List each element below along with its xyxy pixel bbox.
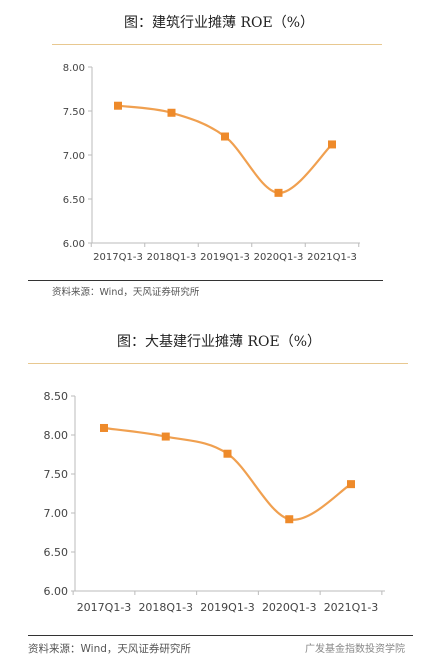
x-tick-label: 2019Q1-3 [200, 601, 255, 614]
x-tick-label: 2018Q1-3 [138, 601, 193, 614]
y-tick-label: 7.50 [63, 107, 85, 118]
data-point-3 [285, 515, 294, 524]
chart1-plot: 8.00 7.50 7.00 6.50 6.00 2017Q1-3 2018Q1-3 2019… [63, 63, 360, 263]
data-point-3 [274, 188, 283, 197]
data-point-1 [161, 432, 170, 441]
chart2-title-rule [28, 363, 408, 364]
x-tick-label: 2018Q1-3 [147, 252, 197, 263]
y-tick-label: 6.50 [63, 195, 85, 206]
chart1-title: 图：建筑行业摊薄 ROE（%） [124, 15, 314, 31]
y-tick-label: 6.50 [44, 546, 69, 559]
data-point-2 [223, 449, 232, 458]
series-line [117, 104, 333, 194]
data-point-1 [167, 108, 176, 117]
chart1-source-rule [28, 280, 383, 281]
y-tick-label: 6.00 [63, 239, 85, 250]
chart1-title-rule [52, 44, 382, 45]
x-tick-label: 2021Q1-3 [324, 601, 379, 614]
data-point-4 [328, 140, 336, 149]
x-tick-label: 2021Q1-3 [307, 252, 357, 263]
chart1-source: 资料来源：Wind，天风证券研究所 [52, 287, 200, 298]
data-point-4 [347, 480, 355, 489]
x-tick-label: 2017Q1-3 [77, 601, 132, 614]
x-tick-label: 2019Q1-3 [200, 252, 250, 263]
y-tick-label: 7.00 [63, 151, 85, 162]
y-tick-label: 8.00 [44, 429, 69, 442]
x-tick-label: 2017Q1-3 [93, 252, 143, 263]
chart2-plot: 8.50 8.00 7.50 7.00 6.50 6.00 2017Q1-3 2018Q1-3… [44, 390, 385, 614]
chart2-source: 资料来源：Wind，天风证券研究所 [28, 643, 191, 655]
y-tick-label: 8.00 [63, 63, 85, 74]
y-tick-label: 6.00 [44, 585, 69, 598]
data-point-0 [100, 423, 108, 432]
y-tick-label: 7.00 [44, 507, 69, 520]
series-line [103, 426, 352, 521]
x-tick-label: 2020Q1-3 [254, 252, 304, 263]
x-tick-label: 2020Q1-3 [262, 601, 317, 614]
watermark: 广发基金指数投资学院 [305, 644, 405, 655]
data-point-2 [221, 132, 229, 141]
chart2-title: 图：大基建行业摊薄 ROE（%） [117, 334, 321, 350]
data-point-0 [114, 101, 122, 110]
chart2-source-rule [28, 635, 413, 636]
y-tick-label: 8.50 [44, 390, 69, 403]
y-tick-label: 7.50 [44, 468, 69, 481]
